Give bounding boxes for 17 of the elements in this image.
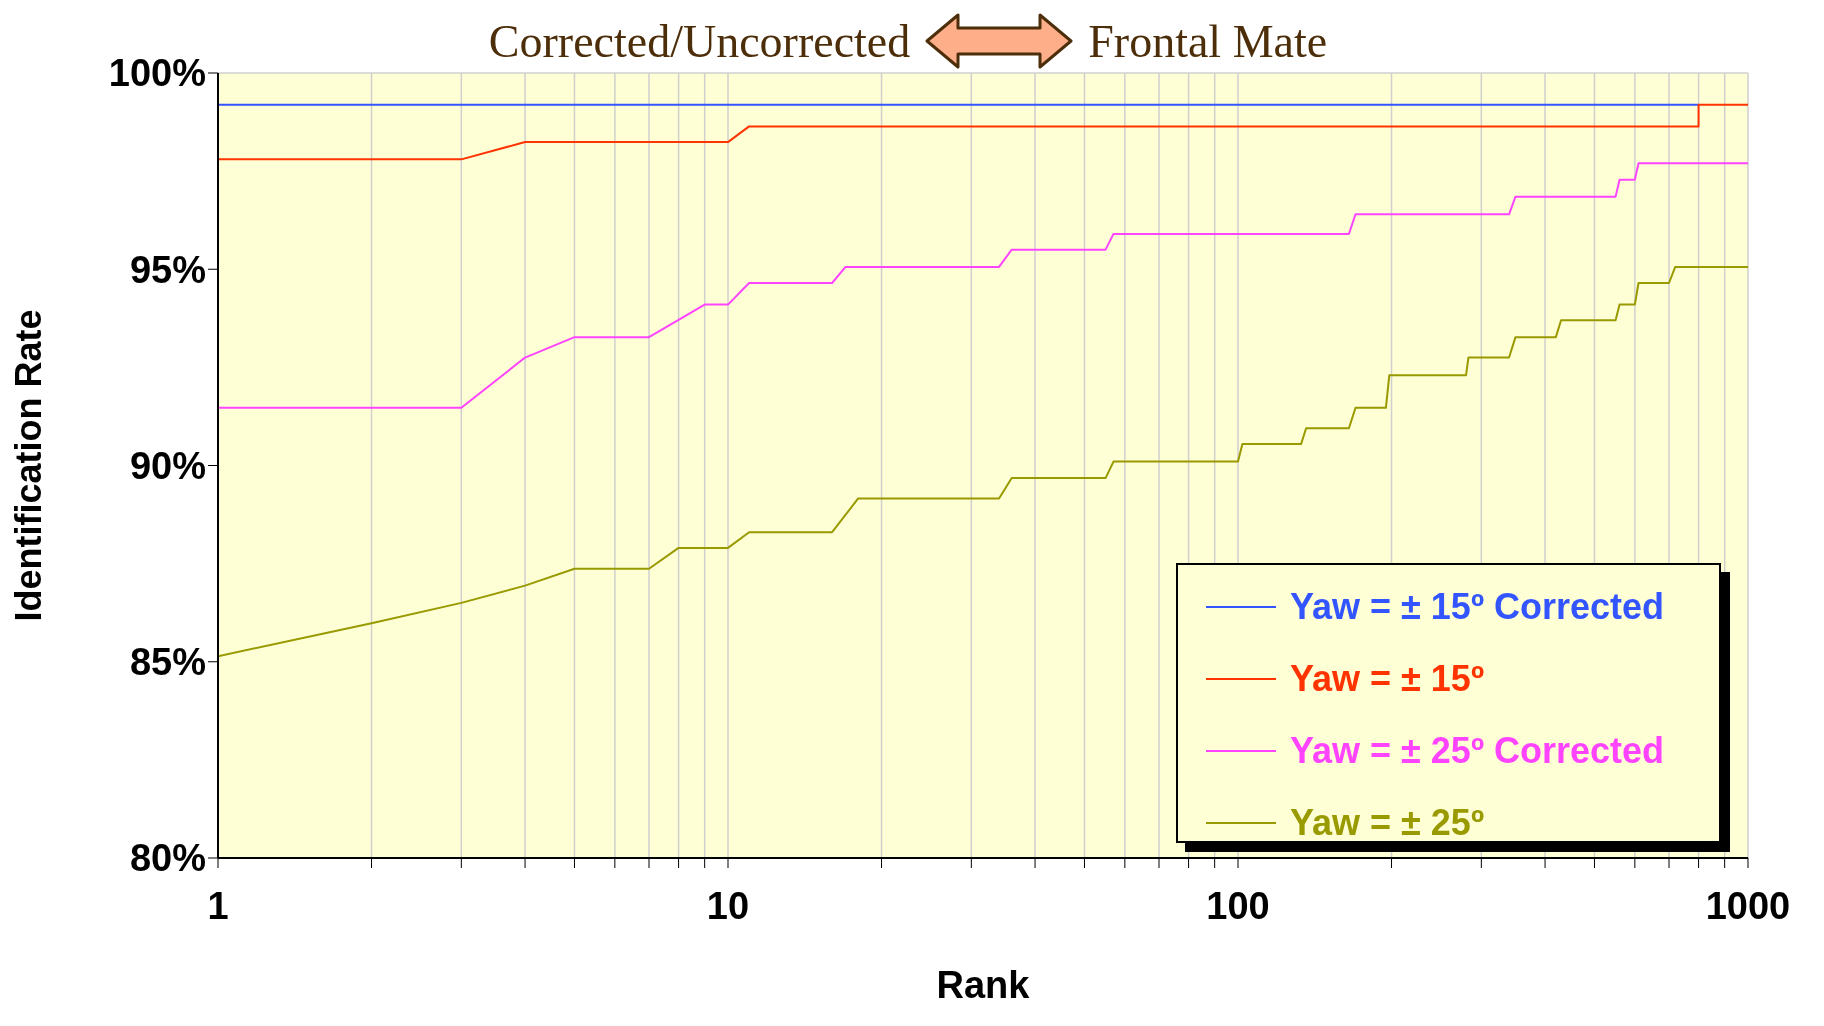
legend-label: Yaw = ± 25º: [1290, 802, 1485, 844]
y-axis-title: Identification Rate: [7, 309, 49, 622]
x-tick-label: 1: [207, 884, 229, 927]
y-tick-label: 95%: [129, 248, 206, 291]
legend-label: Yaw = ± 25º Corrected: [1290, 730, 1665, 772]
y-tick-label: 85%: [129, 641, 206, 684]
y-tick-label: 80%: [129, 837, 206, 880]
legend-label: Yaw = ± 15º: [1290, 658, 1485, 700]
legend-label: Yaw = ± 15º Corrected: [1290, 586, 1665, 628]
chart-subtitle: Frontal Mate: [1088, 14, 1328, 68]
y-tick-label: 90%: [129, 444, 206, 487]
x-tick-label: 100: [1206, 884, 1270, 927]
x-tick-label: 1000: [1705, 884, 1791, 927]
y-tick-label: 100%: [108, 52, 206, 95]
x-tick-label: 10: [706, 884, 750, 927]
chart-title: Corrected/Uncorrected: [488, 14, 911, 68]
x-axis-title: Rank: [936, 964, 1031, 1006]
